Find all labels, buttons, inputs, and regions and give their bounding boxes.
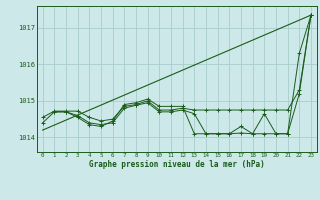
X-axis label: Graphe pression niveau de la mer (hPa): Graphe pression niveau de la mer (hPa)	[89, 160, 265, 169]
